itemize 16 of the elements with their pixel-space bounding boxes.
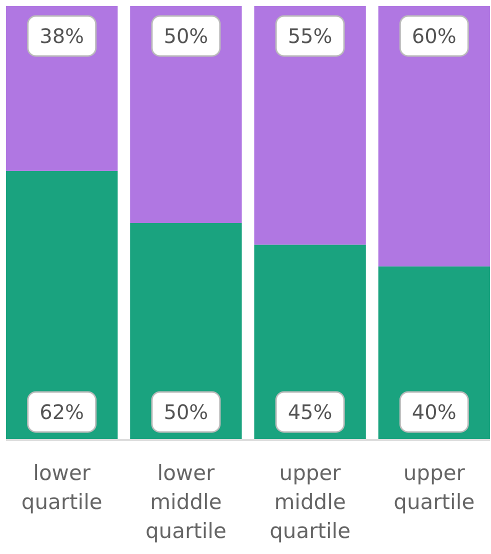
x-tick-label: upper quartile — [394, 461, 475, 514]
data-label: 62% — [40, 400, 84, 424]
data-label: 50% — [164, 400, 208, 424]
x-tick-label: lower middle quartile — [145, 461, 226, 543]
data-label: 55% — [288, 24, 332, 48]
data-label: 45% — [288, 400, 332, 424]
bar — [130, 6, 242, 223]
data-label: 60% — [412, 24, 456, 48]
data-label: 50% — [164, 24, 208, 48]
data-label: 40% — [412, 400, 456, 424]
x-tick-label: upper middle quartile — [270, 461, 351, 543]
data-label: 38% — [40, 24, 84, 48]
bar — [254, 6, 366, 245]
x-tick-label: lower quartile — [21, 461, 102, 514]
bar — [378, 6, 490, 266]
bar — [6, 170, 118, 440]
